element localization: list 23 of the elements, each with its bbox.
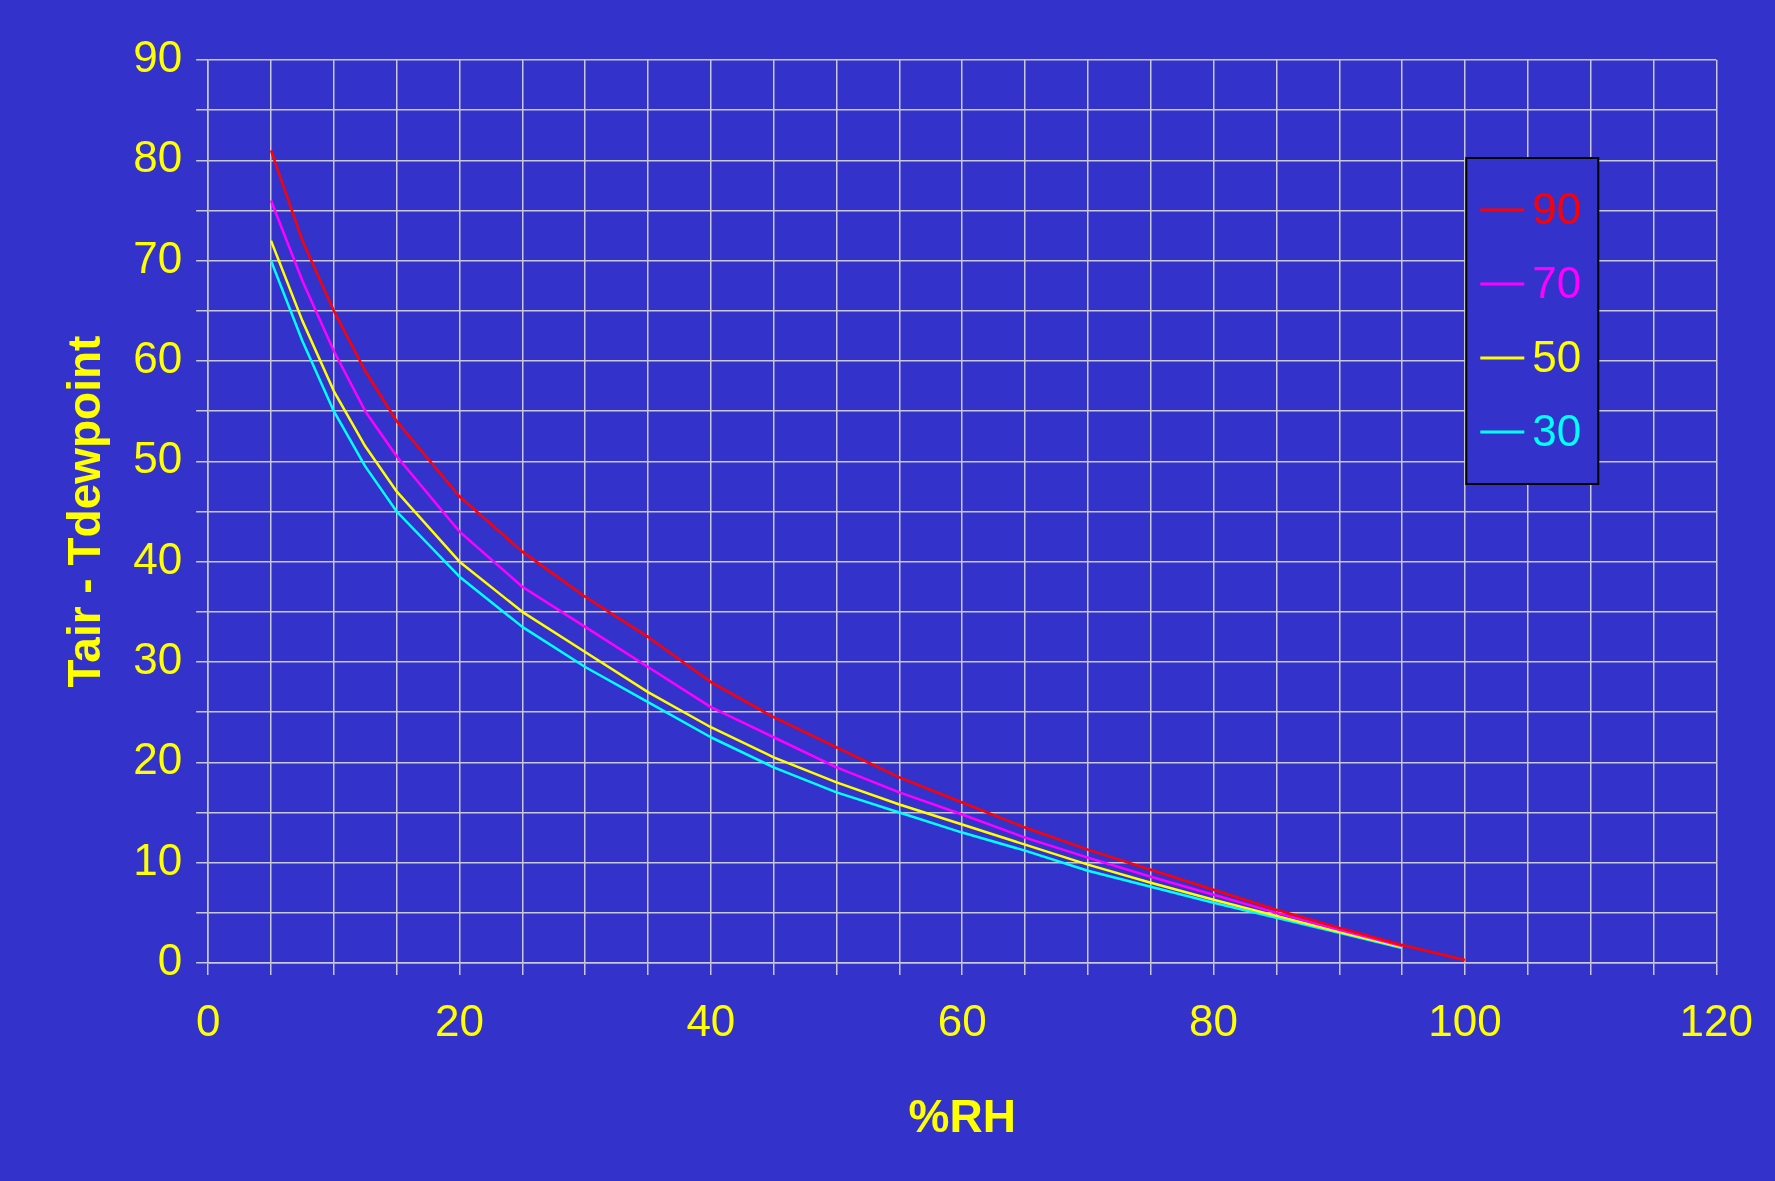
x-tick-label: 80	[1189, 995, 1239, 1045]
x-tick-label: 120	[1679, 995, 1753, 1045]
x-tick-label: 20	[435, 995, 484, 1045]
y-tick-label: 50	[133, 433, 183, 483]
y-tick-label: 20	[133, 734, 183, 784]
x-tick-label: 100	[1428, 995, 1502, 1045]
legend-label: 90	[1532, 184, 1582, 234]
y-tick-label: 10	[133, 834, 183, 884]
legend-label: 70	[1532, 258, 1582, 308]
x-axis-title: %RH	[908, 1090, 1016, 1143]
x-tick-label: 40	[686, 995, 736, 1045]
legend-label: 30	[1532, 406, 1582, 456]
x-tick-label: 0	[195, 995, 221, 1045]
y-tick-label: 40	[133, 533, 183, 583]
y-tick-label: 60	[133, 333, 183, 383]
y-tick-label: 80	[133, 132, 183, 182]
y-axis-title: Tair - Tdewpoint	[58, 335, 111, 688]
y-tick-label: 0	[157, 935, 183, 985]
legend-label: 50	[1532, 332, 1582, 382]
y-tick-label: 90	[133, 32, 183, 82]
y-tick-label: 70	[133, 232, 183, 282]
y-tick-label: 30	[133, 634, 183, 684]
x-tick-label: 60	[937, 995, 987, 1045]
